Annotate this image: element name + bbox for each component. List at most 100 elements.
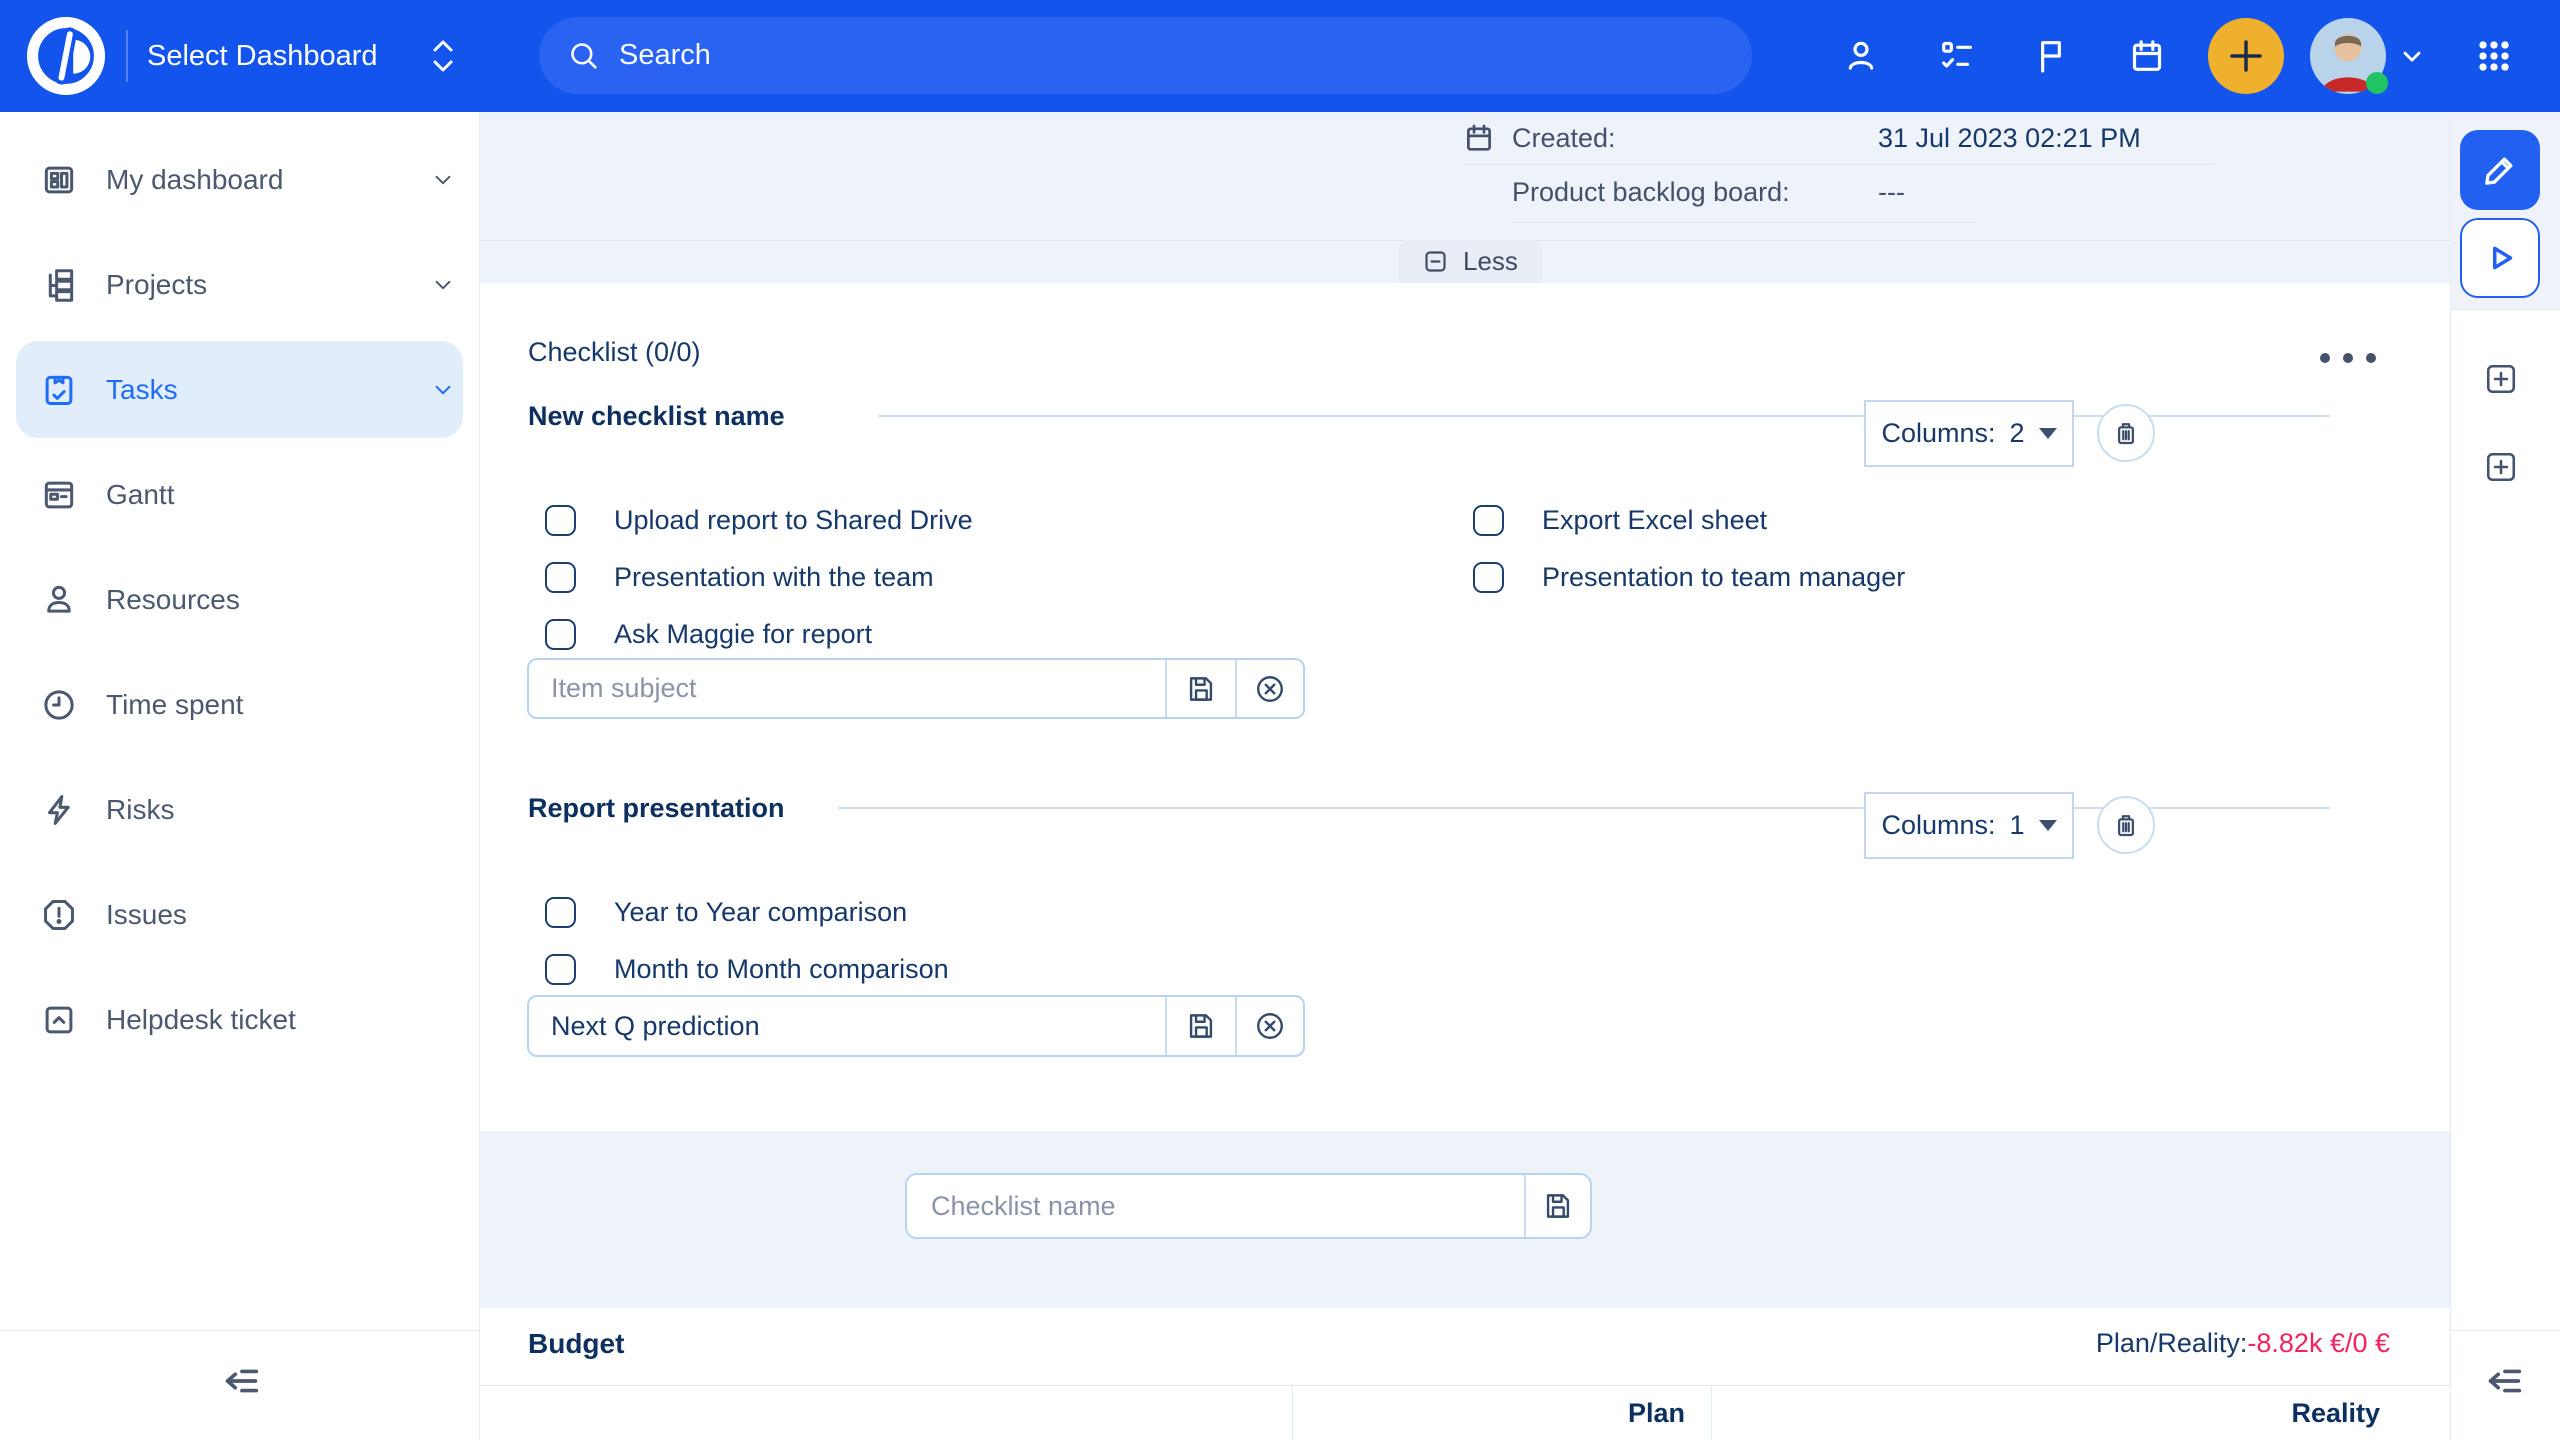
sidebar-item-issues[interactable]: Issues: [0, 862, 479, 967]
backlog-board-row: Product backlog board: ---: [1462, 164, 2215, 220]
less-toggle-button[interactable]: Less: [1398, 240, 1542, 283]
search-icon: [571, 42, 597, 69]
item-subject-input[interactable]: [529, 660, 1165, 717]
profile-icon[interactable]: [1841, 36, 1881, 76]
checklist-items-right-column: Export Excel sheet Presentation to team …: [1473, 498, 1905, 612]
checklist-item-label: Month to Month comparison: [614, 953, 949, 984]
checklist-item-label: Upload report to Shared Drive: [614, 504, 973, 535]
save-checklist-button[interactable]: [1524, 1175, 1590, 1237]
plus-icon: [2230, 40, 2262, 72]
sidebar-item-resources[interactable]: Resources: [0, 547, 479, 652]
sidebar-item-label: Risks: [106, 793, 175, 825]
plan-reality-summary: Plan/Reality:-8.82k €/0 €: [2096, 1328, 2390, 1359]
checkbox[interactable]: [545, 896, 576, 928]
sidebar-item-risks[interactable]: Risks: [0, 757, 479, 862]
pencil-icon: [2485, 157, 2513, 185]
save-item-button[interactable]: [1165, 660, 1235, 717]
sidebar-item-my-dashboard[interactable]: My dashboard: [0, 127, 479, 232]
sidebar-item-helpdesk-ticket[interactable]: Helpdesk ticket: [0, 967, 479, 1072]
play-icon: [2493, 246, 2513, 270]
projects-icon: [48, 268, 74, 302]
collapse-panel-icon[interactable]: [2481, 1358, 2527, 1404]
save-icon: [1546, 1194, 1570, 1218]
collapse-sidebar-icon[interactable]: [218, 1358, 264, 1404]
topbar: Select Dashboard: [0, 0, 2560, 112]
group-rule: [838, 807, 2330, 809]
online-status-dot: [2366, 72, 2388, 94]
new-item-input-group: [527, 658, 1305, 719]
start-timer-button[interactable]: [2460, 218, 2540, 298]
avatar-chevron-down-icon[interactable]: [2398, 42, 2426, 70]
calendar-icon: [1467, 124, 1491, 151]
checklist-item: Year to Year comparison: [545, 890, 949, 934]
created-label: Created:: [1512, 122, 1616, 153]
apps-grid-icon[interactable]: [2472, 34, 2516, 78]
budget-col-reality: Reality: [1711, 1386, 2450, 1440]
less-label: Less: [1463, 246, 1518, 276]
columns-select[interactable]: Columns: 1: [1864, 792, 2074, 859]
checkbox[interactable]: [545, 561, 576, 593]
sidebar-item-label: Time spent: [106, 688, 244, 720]
columns-value: 1: [2009, 810, 2025, 840]
save-item-button[interactable]: [1165, 997, 1235, 1055]
create-new-button[interactable]: [2208, 18, 2284, 94]
trash-icon: [2118, 815, 2134, 837]
add-plus-square-icon[interactable]: [2484, 362, 2518, 396]
sidebar-item-label: My dashboard: [106, 163, 284, 195]
checkbox[interactable]: [545, 504, 576, 536]
checklist-item: Ask Maggie for report: [545, 612, 973, 656]
save-icon: [1189, 1014, 1213, 1038]
checklist-title: Checklist (0/0): [528, 337, 701, 367]
checkbox[interactable]: [1473, 561, 1504, 593]
edit-button[interactable]: [2460, 130, 2540, 210]
sidebar-item-label: Tasks: [106, 373, 178, 405]
checklist-item-label: Export Excel sheet: [1542, 504, 1768, 535]
chevron-down-icon: [435, 175, 451, 184]
budget-col-empty: [480, 1386, 1292, 1440]
search-bar[interactable]: [539, 17, 1752, 94]
sidebar-item-projects[interactable]: Projects: [0, 232, 479, 337]
checklist-items-left-column: Upload report to Shared Drive Presentati…: [545, 498, 973, 669]
todo-list-icon[interactable]: [1937, 36, 1977, 76]
flag-icon[interactable]: [2031, 36, 2071, 76]
add-plus-square-icon[interactable]: [2484, 450, 2518, 484]
checklist-item-label: Ask Maggie for report: [614, 618, 873, 649]
sidebar-item-time-spent[interactable]: Time spent: [0, 652, 479, 757]
lightning-icon: [47, 794, 70, 825]
topbar-divider: [126, 30, 128, 82]
search-input[interactable]: [619, 39, 1724, 72]
sidebar-item-label: Projects: [106, 268, 208, 300]
cancel-item-button[interactable]: [1235, 660, 1303, 717]
sidebar-item-gantt[interactable]: Gantt: [0, 442, 479, 547]
dashboard-selector[interactable]: Select Dashboard: [147, 0, 456, 112]
budget-col-plan: Plan: [1292, 1386, 1711, 1440]
app-logo-icon[interactable]: [24, 14, 108, 98]
checklist-item: Presentation with the team: [545, 555, 973, 599]
helpdesk-icon: [45, 1006, 73, 1033]
item-subject-input[interactable]: [529, 997, 1165, 1055]
columns-select[interactable]: Columns: 2: [1864, 400, 2074, 467]
checkbox[interactable]: [545, 953, 576, 985]
checkbox[interactable]: [1473, 504, 1504, 536]
main-content: Created: 31 Jul 2023 02:21 PM Product ba…: [480, 112, 2450, 1440]
dropdown-caret-icon: [2038, 428, 2057, 439]
cancel-item-button[interactable]: [1235, 997, 1303, 1055]
columns-label: Columns:: [1881, 418, 1996, 448]
save-icon: [1189, 676, 1213, 701]
calendar-icon[interactable]: [2127, 36, 2167, 76]
group-rule: [878, 415, 2330, 417]
delete-checklist-button[interactable]: [2097, 404, 2155, 462]
checklist-name-input[interactable]: [907, 1175, 1524, 1237]
sidebar-item-tasks[interactable]: Tasks: [0, 337, 479, 442]
dropdown-caret-icon: [2038, 820, 2057, 831]
delete-checklist-button[interactable]: [2097, 796, 2155, 854]
created-value: 31 Jul 2023 02:21 PM: [1878, 122, 2141, 153]
person-icon: [47, 585, 71, 613]
right-toolbar-top: [2451, 112, 2560, 310]
budget-table-header: Plan Reality: [480, 1385, 2450, 1440]
checklist-menu-ellipsis-icon[interactable]: [2320, 353, 2376, 363]
backlog-board-value: ---: [1878, 176, 1905, 207]
new-checklist-band: New checklist: [480, 1131, 2450, 1308]
checkbox[interactable]: [545, 618, 576, 650]
right-toolbar: [2450, 112, 2560, 1440]
